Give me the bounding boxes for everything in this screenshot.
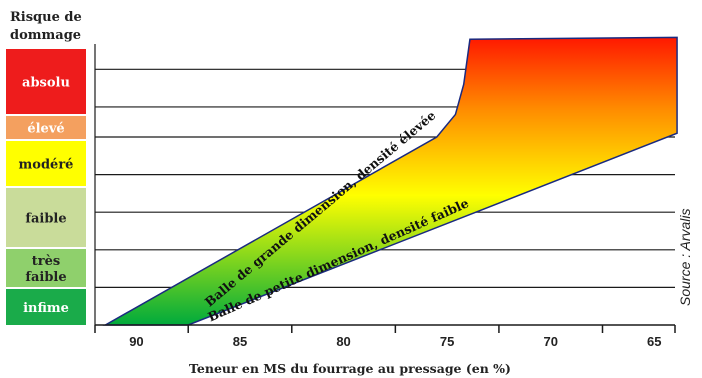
legend-label-0: absolu [22,76,70,91]
x-tick-label-2: 80 [336,334,350,349]
legend-label-2: modéré [19,158,74,173]
legend-box-5 [6,289,86,325]
risk-band [102,36,678,326]
legend-box-2 [6,141,86,186]
legend-label-3: faible [25,212,66,227]
legend-title-line1: Risque de [10,10,82,25]
legend-box-3 [6,188,86,247]
legend-label-5: infime [23,301,69,316]
source-credit: Source : Arvalis [677,208,693,306]
x-axis-title: Teneur en MS du fourrage au pressage (en… [189,361,511,376]
legend-title-line2: dommage [10,28,81,43]
x-axis: 90 85 80 75 70 65 [94,324,676,349]
legend-box-4 [6,249,86,287]
risk-band-area [102,36,678,326]
x-tick-label-4: 70 [543,334,557,349]
legend-label-1: élevé [27,122,64,137]
x-tick-label-1: 85 [233,334,247,349]
x-tick-label-3: 75 [440,334,454,349]
legend-box-1 [6,116,86,139]
legend-box-0 [6,49,86,114]
x-tick-label-5: 65 [647,334,661,349]
legend-label-4: très faible [25,254,66,285]
x-tick-label-0: 90 [129,334,143,349]
risk-legend: absolu élevé modéré faible très faible infime [6,49,86,325]
